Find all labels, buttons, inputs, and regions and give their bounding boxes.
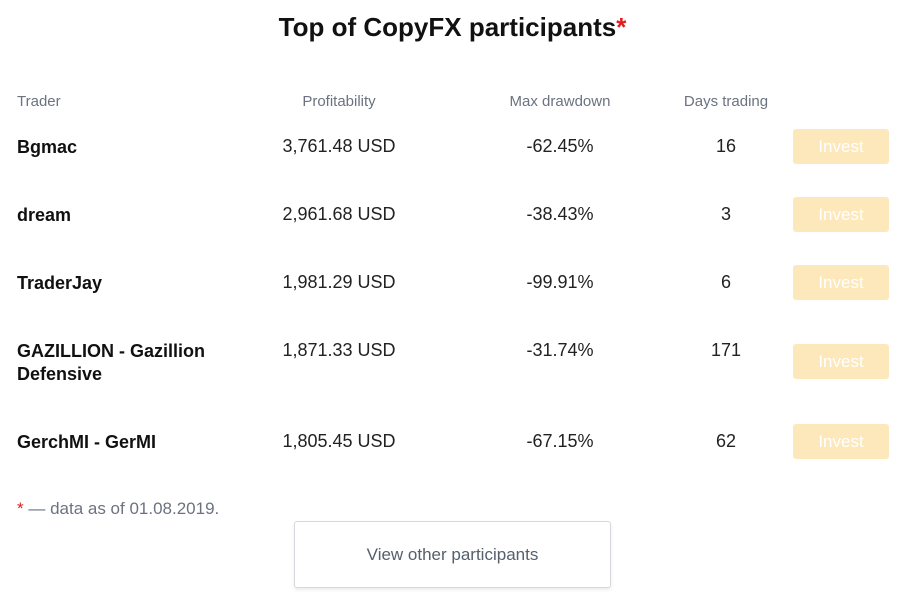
profitability-value: 1,805.45 USD bbox=[282, 431, 396, 451]
max-drawdown-value: -38.43% bbox=[526, 204, 594, 224]
profitability-value: 3,761.48 USD bbox=[282, 136, 396, 156]
days-trading-value: 62 bbox=[715, 431, 737, 451]
invest-button[interactable]: Invest bbox=[793, 129, 889, 164]
header-max-drawdown: Max drawdown bbox=[509, 93, 611, 110]
title-asterisk: * bbox=[616, 12, 627, 42]
header-profitability: Profitability bbox=[302, 93, 376, 110]
trader-name[interactable]: GerchMI - GerMI bbox=[17, 432, 157, 452]
days-trading-value: 16 bbox=[715, 136, 737, 156]
footnote-text: — data as of 01.08.2019. bbox=[23, 499, 220, 518]
max-drawdown-value: -99.91% bbox=[526, 272, 594, 292]
max-drawdown-value: -31.74% bbox=[526, 340, 594, 360]
trader-name[interactable]: GAZILLION - Gazillion Defensive bbox=[17, 341, 205, 384]
trader-name[interactable]: TraderJay bbox=[17, 273, 103, 293]
days-trading-value: 6 bbox=[720, 272, 731, 292]
profitability-value: 1,871.33 USD bbox=[282, 340, 396, 360]
page-title: Top of CopyFX participants* bbox=[0, 12, 905, 43]
max-drawdown-value: -67.15% bbox=[526, 431, 594, 451]
header-days-trading: Days trading bbox=[683, 93, 769, 110]
page-title-text: Top of CopyFX participants bbox=[278, 12, 617, 42]
invest-button[interactable]: Invest bbox=[793, 197, 889, 232]
profitability-value: 2,961.68 USD bbox=[282, 204, 396, 224]
invest-button[interactable]: Invest bbox=[793, 265, 889, 300]
trader-name[interactable]: dream bbox=[17, 205, 72, 225]
days-trading-value: 3 bbox=[720, 204, 731, 224]
footnote-asterisk: * bbox=[17, 499, 24, 518]
view-other-participants-button[interactable]: View other participants bbox=[294, 521, 611, 588]
data-date-footnote: * — data as of 01.08.2019. bbox=[17, 499, 219, 519]
invest-button[interactable]: Invest bbox=[793, 424, 889, 459]
max-drawdown-value: -62.45% bbox=[526, 136, 594, 156]
profitability-value: 1,981.29 USD bbox=[282, 272, 396, 292]
trader-name[interactable]: Bgmac bbox=[17, 137, 78, 157]
days-trading-value: 171 bbox=[710, 340, 742, 360]
header-trader: Trader bbox=[17, 93, 61, 110]
invest-button[interactable]: Invest bbox=[793, 344, 889, 379]
